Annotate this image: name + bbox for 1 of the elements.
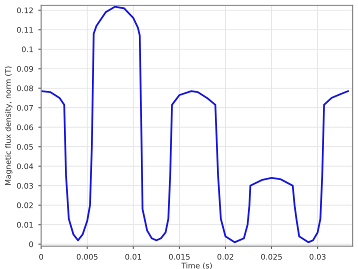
- line-series: [41, 6, 349, 244]
